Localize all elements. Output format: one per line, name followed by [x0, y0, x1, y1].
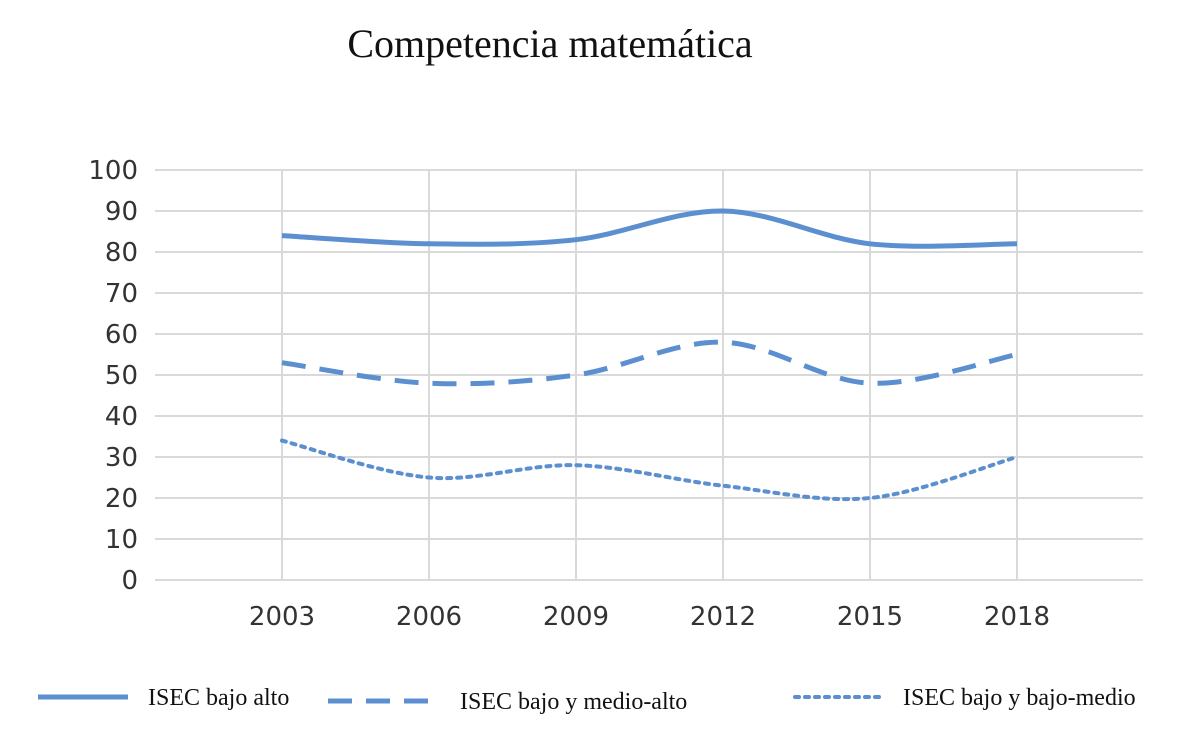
chart-title: Competencia matemática [347, 21, 753, 66]
y-tick-label: 60 [105, 320, 138, 350]
legend-label-3: ISEC bajo y bajo-medio [903, 685, 1136, 711]
x-tick-label: 2009 [543, 602, 609, 632]
y-tick-label: 70 [105, 279, 138, 309]
y-tick-label: 100 [88, 156, 138, 186]
x-tick-label: 2012 [690, 602, 756, 632]
y-tick-label: 0 [121, 566, 138, 596]
legend-label-1: ISEC bajo alto [148, 685, 289, 711]
y-tick-label: 30 [105, 443, 138, 473]
legend: ISEC bajo alto ISEC bajo y medio-alto ISEC… [38, 685, 1136, 715]
series-line-1 [281, 208, 1018, 249]
x-tick-label: 2018 [984, 602, 1050, 632]
legend-label-2: ISEC bajo y medio-alto [460, 689, 687, 715]
y-axis-ticks: 0 10 20 30 40 50 60 70 80 90 100 [88, 156, 138, 596]
y-tick-label: 90 [105, 197, 138, 227]
x-tick-label: 2015 [837, 602, 903, 632]
y-tick-label: 20 [105, 484, 138, 514]
y-tick-label: 50 [105, 361, 138, 391]
grid-layer [155, 169, 1143, 581]
series-line-2 [281, 339, 1018, 387]
series-layer [280, 208, 1019, 502]
x-axis-ticks: 2003 2006 2009 2012 2015 2018 [249, 602, 1050, 632]
y-tick-label: 40 [105, 402, 138, 432]
y-tick-label: 80 [105, 238, 138, 268]
series-line-3 [280, 438, 1019, 502]
y-tick-label: 10 [105, 525, 138, 555]
x-tick-label: 2003 [249, 602, 315, 632]
x-tick-label: 2006 [396, 602, 462, 632]
